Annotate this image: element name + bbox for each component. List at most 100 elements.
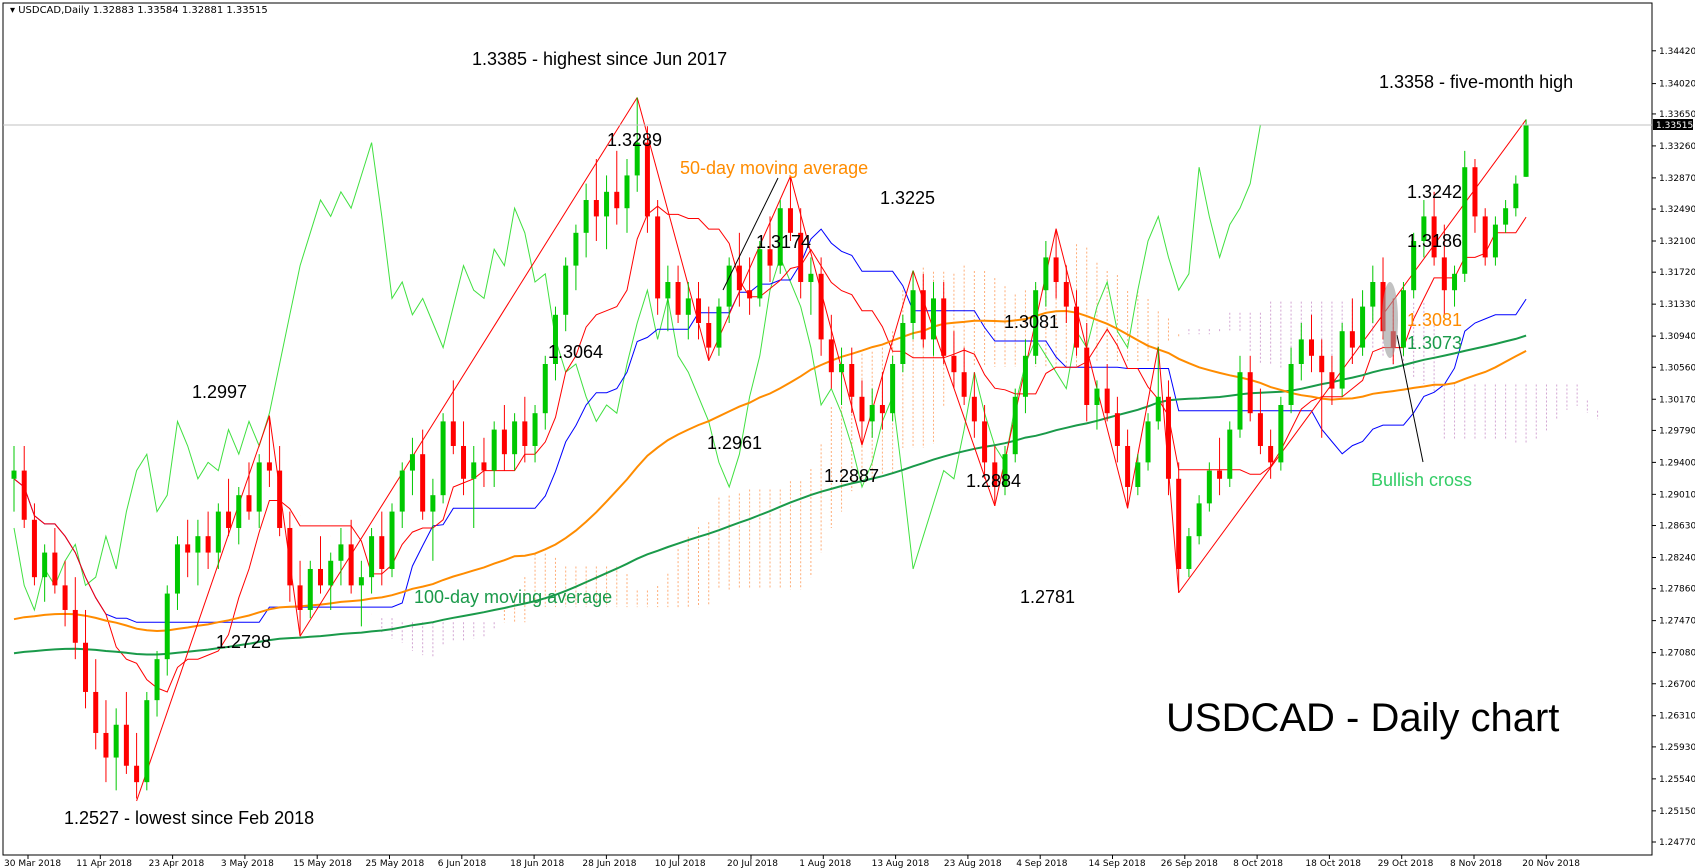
candle-body [1084,347,1090,405]
candle-body [879,404,885,414]
candle-body [1503,208,1509,225]
candle-body [747,290,753,299]
candle-body [685,298,691,315]
candle-body [736,265,742,291]
candle-body [522,421,528,446]
label-ma50-value: 1.3081 [1407,310,1462,330]
candle-body [481,462,487,471]
candle-body [1094,388,1100,405]
candle-body [1227,429,1233,479]
candle-body [859,396,865,422]
candle-body [1247,372,1253,414]
candle-body [869,404,875,422]
candle-body [1114,413,1120,446]
candle-body [1360,306,1366,348]
candle-body [1411,241,1417,291]
label-1-2997: 1.2997 [192,382,247,402]
candle-body [471,462,477,479]
candle-body [1104,388,1110,414]
candle-body [1452,273,1458,291]
x-tick-label: 23 Aug 2018 [944,859,1002,868]
candle-body [226,511,232,528]
y-tick-label: 1.34420 [1659,47,1695,57]
label-five-month-high: 1.3358 - five-month high [1379,72,1573,92]
candle-body [399,470,405,512]
y-tick-label: 1.27080 [1659,649,1695,659]
candle-body [563,265,569,315]
candle-body [266,462,272,471]
candle-body [31,519,37,578]
swing-trend-line [1055,228,1129,509]
label-1-2887: 1.2887 [824,466,879,486]
x-tick-label: 18 Jun 2018 [510,859,564,868]
y-tick-label: 1.28240 [1659,553,1695,563]
candle-body [1472,167,1478,217]
candle-body [164,593,170,660]
x-tick-label: 15 May 2018 [293,859,352,868]
candle-body [655,216,661,299]
label-1-2728: 1.2728 [216,632,271,652]
candle-body [951,355,957,373]
candle-body [420,454,426,512]
candle-body [1329,372,1335,389]
candle-body [808,273,814,283]
x-tick-label: 14 Sep 2018 [1089,859,1146,868]
y-tick-label: 1.28630 [1659,522,1695,532]
candle-body [205,536,211,553]
chikou-span-line [13,124,1261,612]
candle-body [215,511,221,553]
candle-body [900,323,906,364]
candle-body [287,527,293,586]
candlesticks [11,97,1529,799]
candle-body [389,511,395,569]
header-ohlc: 1.32883 1.33584 1.32881 1.33515 [93,5,268,16]
label-high-jun: 1.3385 - highest since Jun 2017 [472,49,727,69]
candle-body [379,536,385,569]
y-tick-label: 1.30560 [1659,363,1695,373]
label-bullish-cross: Bullish cross [1371,470,1472,490]
ma50-pointer [722,177,779,291]
candle-body [236,495,242,528]
label-1-3186: 1.3186 [1407,231,1462,251]
label-1-3174: 1.3174 [756,232,811,252]
y-tick-label: 1.34020 [1659,80,1695,90]
indicator-lines [13,124,1527,693]
candle-body [1309,339,1315,356]
current-price-box [1653,118,1693,130]
candle-body [624,175,630,209]
y-tick-label: 1.25540 [1659,775,1695,785]
candle-body [83,642,89,692]
candle-body [1125,445,1131,487]
header-arrow-icon: ▾ [10,5,18,16]
candle-body [767,249,773,266]
swing-trend-line [136,415,270,802]
candle-body [644,142,650,217]
y-tick-label: 1.30940 [1659,332,1695,342]
candle-body [1257,413,1263,446]
candle-body [297,585,303,610]
y-tick-label: 1.29400 [1659,458,1695,468]
y-tick-label: 1.31330 [1659,300,1695,310]
plot-frame [2,2,1653,856]
candle-body [910,290,916,324]
header-symbol: USDCAD,Daily [18,5,89,16]
candle-body [328,560,334,586]
x-tick-label: 23 Apr 2018 [149,859,205,868]
x-tick-label: 8 Oct 2018 [1233,859,1283,868]
candle-body [103,732,109,758]
y-tick-label: 1.27860 [1659,585,1695,595]
ma100-line [13,334,1527,656]
candle-body [1043,257,1049,291]
candle-body [1237,372,1243,430]
candle-body [1135,462,1141,487]
candle-body [42,552,48,578]
candle-body [1002,454,1008,487]
bullish-cross-highlight [1382,282,1398,358]
candle-body [634,142,640,176]
tenkan-sen-line [13,205,1527,693]
candle-body [971,396,977,422]
candle-body [11,470,17,479]
candle-body [542,363,548,414]
candle-body [1349,331,1355,348]
candle-body [72,609,78,643]
